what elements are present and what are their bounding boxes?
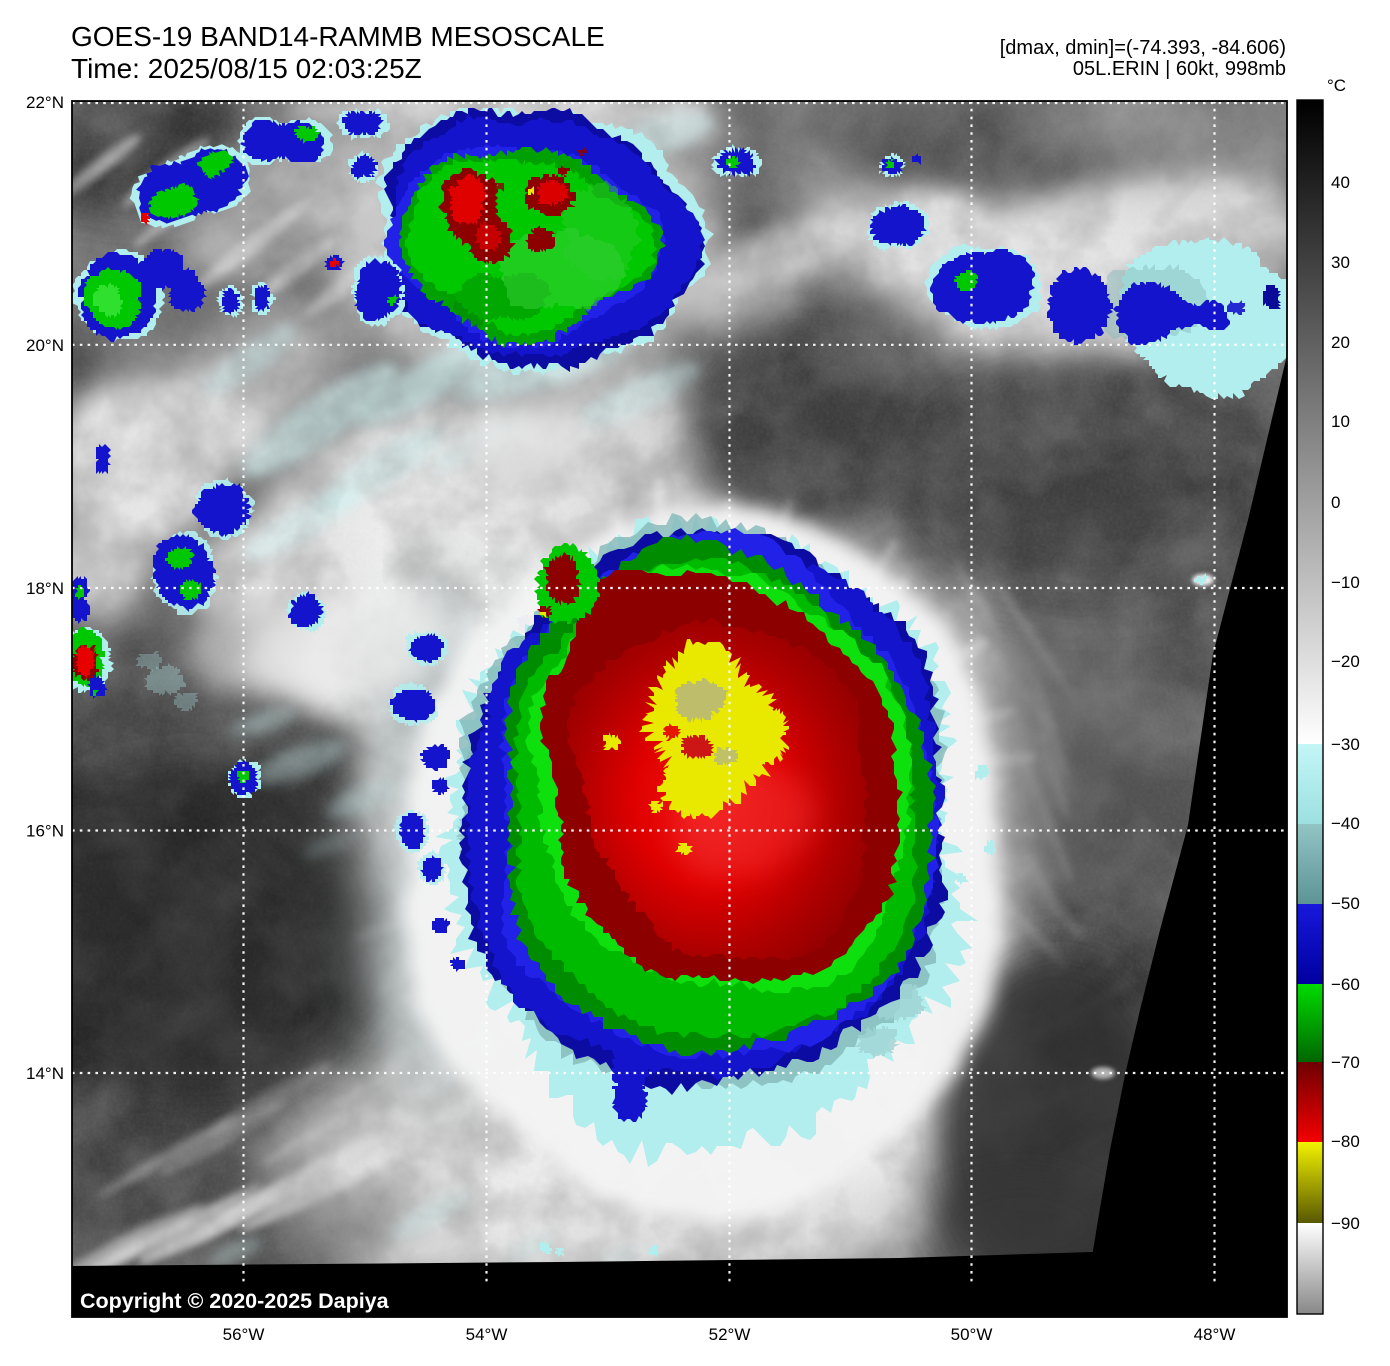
- svg-text:22°N: 22°N: [26, 93, 64, 112]
- svg-text:16°N: 16°N: [26, 822, 64, 841]
- svg-text:30: 30: [1331, 253, 1350, 272]
- svg-text:54°W: 54°W: [466, 1325, 508, 1344]
- svg-text:°C: °C: [1327, 76, 1346, 95]
- svg-text:50°W: 50°W: [951, 1325, 993, 1344]
- svg-text:−30: −30: [1331, 735, 1360, 754]
- svg-text:52°W: 52°W: [709, 1325, 751, 1344]
- svg-text:−50: −50: [1331, 894, 1360, 913]
- svg-text:18°N: 18°N: [26, 579, 64, 598]
- svg-text:[dmax, dmin]=(-74.393, -84.606: [dmax, dmin]=(-74.393, -84.606): [1000, 37, 1286, 59]
- svg-text:−70: −70: [1331, 1053, 1360, 1072]
- svg-text:−40: −40: [1331, 814, 1360, 833]
- svg-text:10: 10: [1331, 412, 1350, 431]
- svg-text:48°W: 48°W: [1194, 1325, 1236, 1344]
- svg-text:Time: 2025/08/15 02:03:25Z: Time: 2025/08/15 02:03:25Z: [71, 53, 422, 84]
- svg-text:20°N: 20°N: [26, 336, 64, 355]
- svg-text:14°N: 14°N: [26, 1064, 64, 1083]
- svg-text:−10: −10: [1331, 573, 1360, 592]
- svg-text:0: 0: [1331, 493, 1340, 512]
- svg-text:20: 20: [1331, 333, 1350, 352]
- svg-text:GOES-19 BAND14-RAMMB MESOSCALE: GOES-19 BAND14-RAMMB MESOSCALE: [71, 21, 605, 52]
- svg-text:−20: −20: [1331, 652, 1360, 671]
- svg-text:−80: −80: [1331, 1132, 1360, 1151]
- svg-text:05L.ERIN | 60kt, 998mb: 05L.ERIN | 60kt, 998mb: [1073, 58, 1286, 80]
- svg-text:−90: −90: [1331, 1214, 1360, 1233]
- svg-text:40: 40: [1331, 173, 1350, 192]
- svg-text:56°W: 56°W: [223, 1325, 265, 1344]
- svg-text:Copyright © 2020-2025 Dapiya: Copyright © 2020-2025 Dapiya: [80, 1289, 390, 1313]
- svg-text:−60: −60: [1331, 975, 1360, 994]
